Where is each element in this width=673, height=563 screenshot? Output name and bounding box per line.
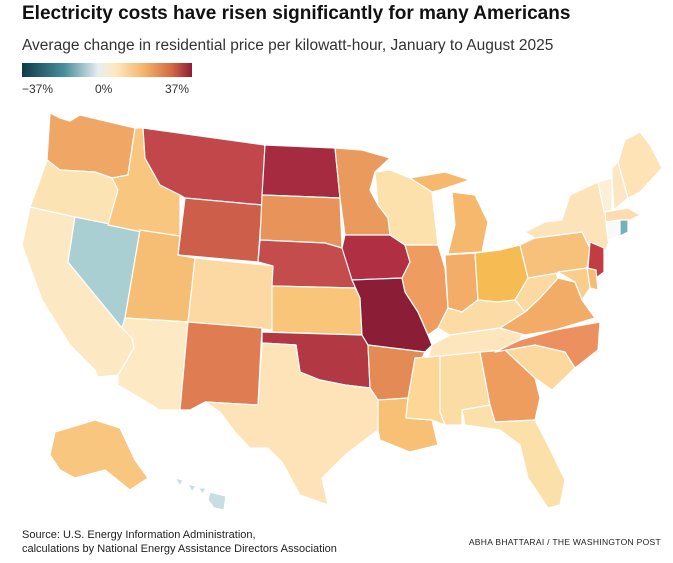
state-il[interactable] [401, 244, 449, 336]
chart-subtitle: Average change in residential price per … [22, 37, 554, 54]
chart-title: Electricity costs have risen significant… [22, 3, 571, 24]
state-wy[interactable] [177, 197, 263, 263]
state-nh[interactable] [611, 161, 629, 211]
state-az[interactable] [117, 317, 189, 411]
source-note: Source: U.S. Energy Information Administ… [22, 528, 337, 556]
state-co[interactable] [187, 257, 276, 331]
state-me[interactable] [617, 131, 663, 199]
state-wa[interactable] [46, 112, 136, 179]
state-ma[interactable] [604, 207, 641, 223]
legend-mid-label: 0% [95, 82, 113, 96]
legend-max-label: 37% [165, 82, 190, 96]
state-hi[interactable] [174, 477, 227, 511]
state-nc[interactable] [494, 321, 601, 369]
source-line-1: Source: U.S. Energy Information Administ… [22, 529, 256, 541]
state-ri[interactable] [619, 219, 629, 237]
state-fl[interactable] [461, 404, 566, 509]
state-vt[interactable] [597, 177, 613, 213]
source-line-2: calculations by National Energy Assistan… [22, 543, 337, 555]
state-ct[interactable] [605, 219, 621, 241]
state-ks[interactable] [271, 285, 363, 336]
state-nd[interactable] [261, 144, 341, 199]
state-tx[interactable] [204, 342, 379, 506]
state-ne[interactable] [257, 239, 356, 289]
state-nm[interactable] [179, 321, 263, 411]
legend-color-ramp [22, 63, 192, 77]
state-ak[interactable] [49, 419, 149, 491]
legend-min-label: −37% [22, 82, 54, 96]
credit-byline: ABHA BHATTARAI / THE WASHINGTON POST [468, 537, 661, 547]
state-md[interactable] [557, 267, 591, 301]
